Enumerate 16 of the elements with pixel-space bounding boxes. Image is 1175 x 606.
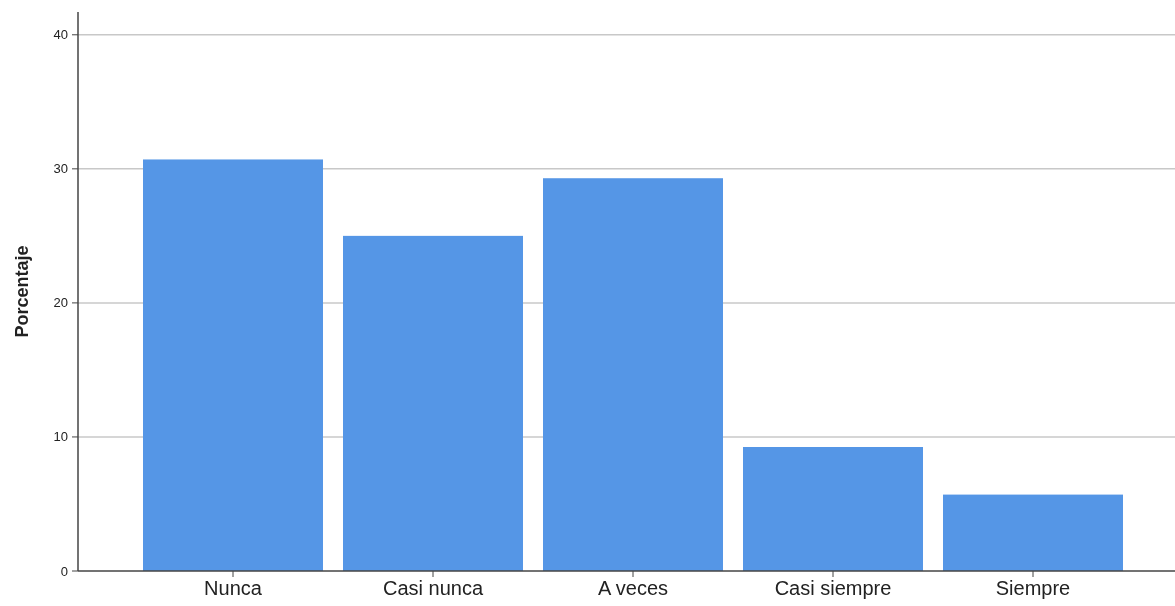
x-tick-label: Nunca: [204, 577, 263, 599]
y-tick-label: 40: [53, 27, 68, 43]
bar: [743, 447, 923, 571]
x-tick-label: Casi nunca: [382, 577, 484, 599]
bar: [343, 235, 523, 571]
y-tick-label: 30: [53, 161, 68, 177]
bar: [143, 159, 323, 571]
y-tick-label: 10: [53, 429, 68, 445]
x-tick-label: Siempre: [995, 577, 1071, 599]
y-tick-label: 20: [53, 295, 68, 311]
x-tick-label: Casi siempre: [774, 577, 892, 599]
x-tick-label: A veces: [597, 577, 669, 599]
y-axis-title: Porcentaje: [12, 245, 32, 338]
bar: [543, 178, 723, 571]
bar: [943, 494, 1123, 571]
y-tick-label: 0: [60, 563, 68, 579]
